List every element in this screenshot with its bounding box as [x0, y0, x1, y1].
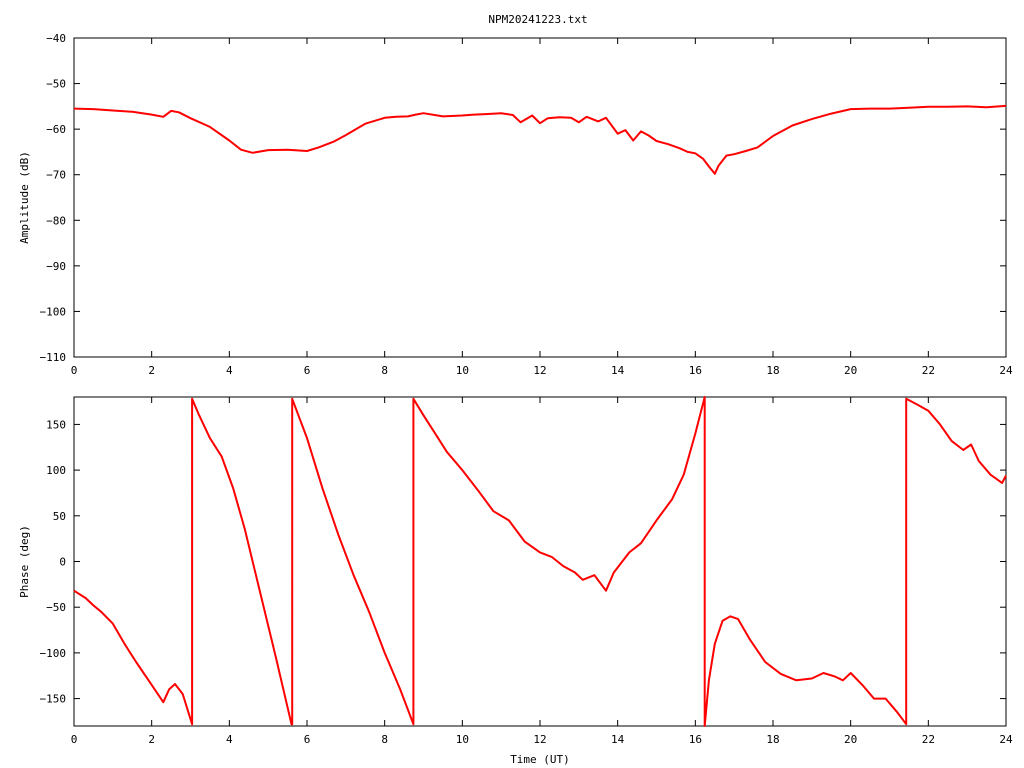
x-tick-label: 18	[766, 733, 779, 746]
x-tick-label: 4	[226, 733, 233, 746]
y-tick-label: −40	[46, 32, 66, 45]
y-tick-label: 50	[53, 510, 66, 523]
x-tick-label: 20	[844, 364, 857, 377]
plot-frame	[73, 396, 1007, 727]
x-tick-label: 4	[226, 364, 233, 377]
x-tick-label: 6	[304, 733, 311, 746]
x-tick-label: 8	[381, 364, 388, 377]
y-tick-label: 0	[59, 556, 66, 569]
y-tick-label: −100	[40, 647, 67, 660]
y-tick-label: 150	[46, 418, 66, 431]
x-tick-label: 12	[533, 733, 546, 746]
series-line	[73, 396, 1007, 727]
x-axis-label: Time (UT)	[510, 753, 570, 766]
x-tick-label: 22	[922, 364, 935, 377]
chart-title: NPM20241223.txt	[488, 13, 587, 26]
x-tick-label: 12	[533, 364, 546, 377]
x-tick-label: 14	[611, 733, 625, 746]
x-tick-label: 18	[766, 364, 779, 377]
y-tick-label: −150	[40, 693, 67, 706]
y-tick-label: −50	[46, 78, 66, 91]
x-tick-label: 16	[689, 733, 702, 746]
plot-frame	[73, 37, 1007, 358]
x-tick-label: 2	[148, 733, 155, 746]
x-tick-label: 10	[456, 364, 469, 377]
x-tick-label: 14	[611, 364, 625, 377]
y-axis-label: Phase (deg)	[18, 525, 31, 598]
series-line	[73, 104, 1007, 175]
x-tick-label: 22	[922, 733, 935, 746]
y-tick-label: −90	[46, 260, 66, 273]
y-tick-label: 100	[46, 464, 66, 477]
y-tick-label: −80	[46, 214, 66, 227]
y-tick-label: −110	[40, 351, 67, 364]
x-tick-label: 20	[844, 733, 857, 746]
y-tick-label: −50	[46, 601, 66, 614]
y-tick-label: −60	[46, 123, 66, 136]
x-tick-label: 24	[999, 733, 1013, 746]
x-tick-label: 16	[689, 364, 702, 377]
x-tick-label: 24	[999, 364, 1013, 377]
x-tick-label: 2	[148, 364, 155, 377]
x-tick-label: 10	[456, 733, 469, 746]
x-tick-label: 0	[71, 364, 78, 377]
x-tick-label: 0	[71, 733, 78, 746]
x-tick-label: 6	[304, 364, 311, 377]
x-tick-label: 8	[381, 733, 388, 746]
y-tick-label: −100	[40, 305, 67, 318]
y-tick-label: −70	[46, 169, 66, 182]
y-axis-label: Amplitude (dB)	[18, 151, 31, 244]
